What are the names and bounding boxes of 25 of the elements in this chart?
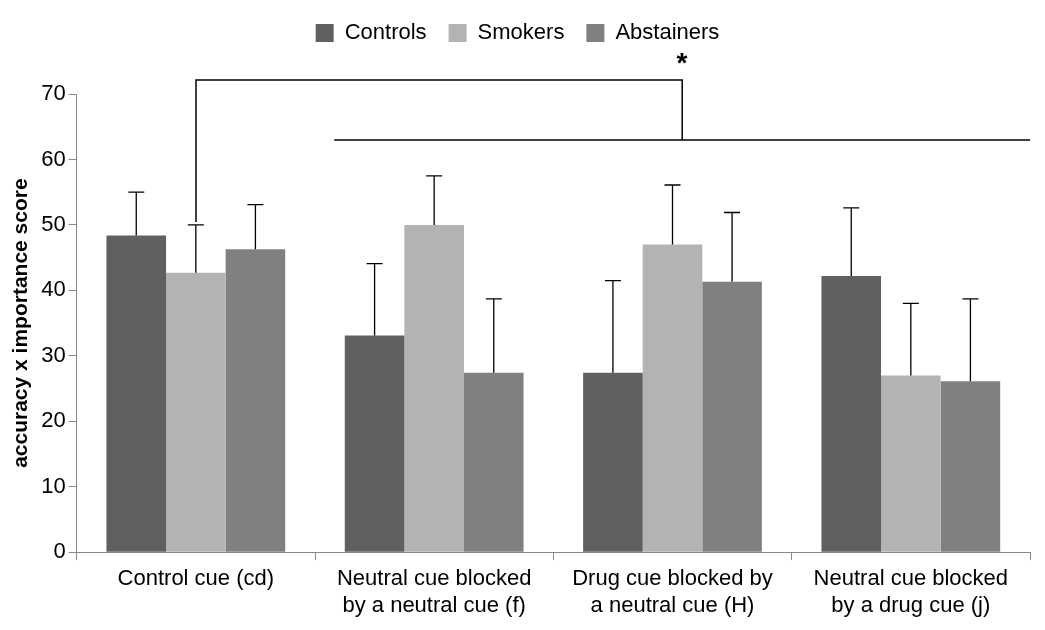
y-tick-label: 0 [53, 538, 66, 564]
bar [404, 224, 464, 552]
x-tick-label: Neutral cue blocked by a neutral cue (f) [336, 565, 532, 617]
legend-label: Abstainers [615, 19, 720, 45]
y-tick-label: 10 [41, 472, 66, 498]
y-tick-label: 50 [41, 210, 66, 236]
y-tick-label: 30 [41, 341, 66, 367]
y-tick-label: 70 [41, 80, 66, 106]
bar [344, 335, 405, 552]
x-tick-label: Control cue (cd) [117, 565, 275, 591]
bar [583, 372, 643, 552]
y-axis-title: accuracy x importance score [8, 178, 32, 468]
legend-label: Smokers [477, 19, 565, 45]
bar [106, 235, 167, 552]
y-tick-label: 40 [41, 276, 66, 302]
bar [642, 244, 703, 552]
text: * [676, 46, 688, 78]
x-tick-label: Drug cue blocked by a neutral cue (H) [572, 565, 773, 617]
y-tick-label: 20 [41, 407, 66, 433]
legend-label: Controls [344, 19, 427, 45]
x-tick-label: Neutral cue blocked by a drug cue (j) [813, 565, 1009, 617]
bar [881, 375, 941, 552]
bar [821, 275, 882, 552]
y-tick-label: 60 [41, 145, 66, 171]
bar [166, 272, 226, 552]
